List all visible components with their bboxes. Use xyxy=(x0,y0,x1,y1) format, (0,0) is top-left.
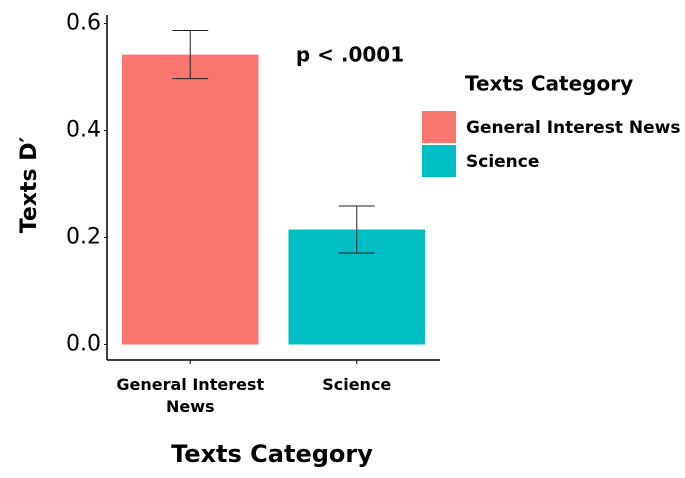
bar xyxy=(121,54,259,345)
y-tick-label: 0.2 xyxy=(66,225,101,250)
x-axis-label: Texts Category xyxy=(171,440,373,468)
legend-swatch xyxy=(422,145,456,177)
legend-label: General Interest News xyxy=(466,118,680,138)
x-tick-label: Science xyxy=(322,375,392,394)
legend-label: Science xyxy=(466,152,539,172)
y-tick-label: 0.6 xyxy=(66,11,101,36)
legend-swatch xyxy=(422,111,456,143)
error-bar xyxy=(172,30,209,80)
y-tick-label: 0.4 xyxy=(66,118,101,143)
legend-title: Texts Category xyxy=(465,72,633,96)
error-bar xyxy=(338,205,375,254)
annotation: p < .0001 xyxy=(296,43,404,67)
y-tick-label: 0.0 xyxy=(66,331,101,356)
x-tick-label: General Interest News xyxy=(116,375,265,416)
y-axis-label: Texts D′ xyxy=(17,137,42,234)
